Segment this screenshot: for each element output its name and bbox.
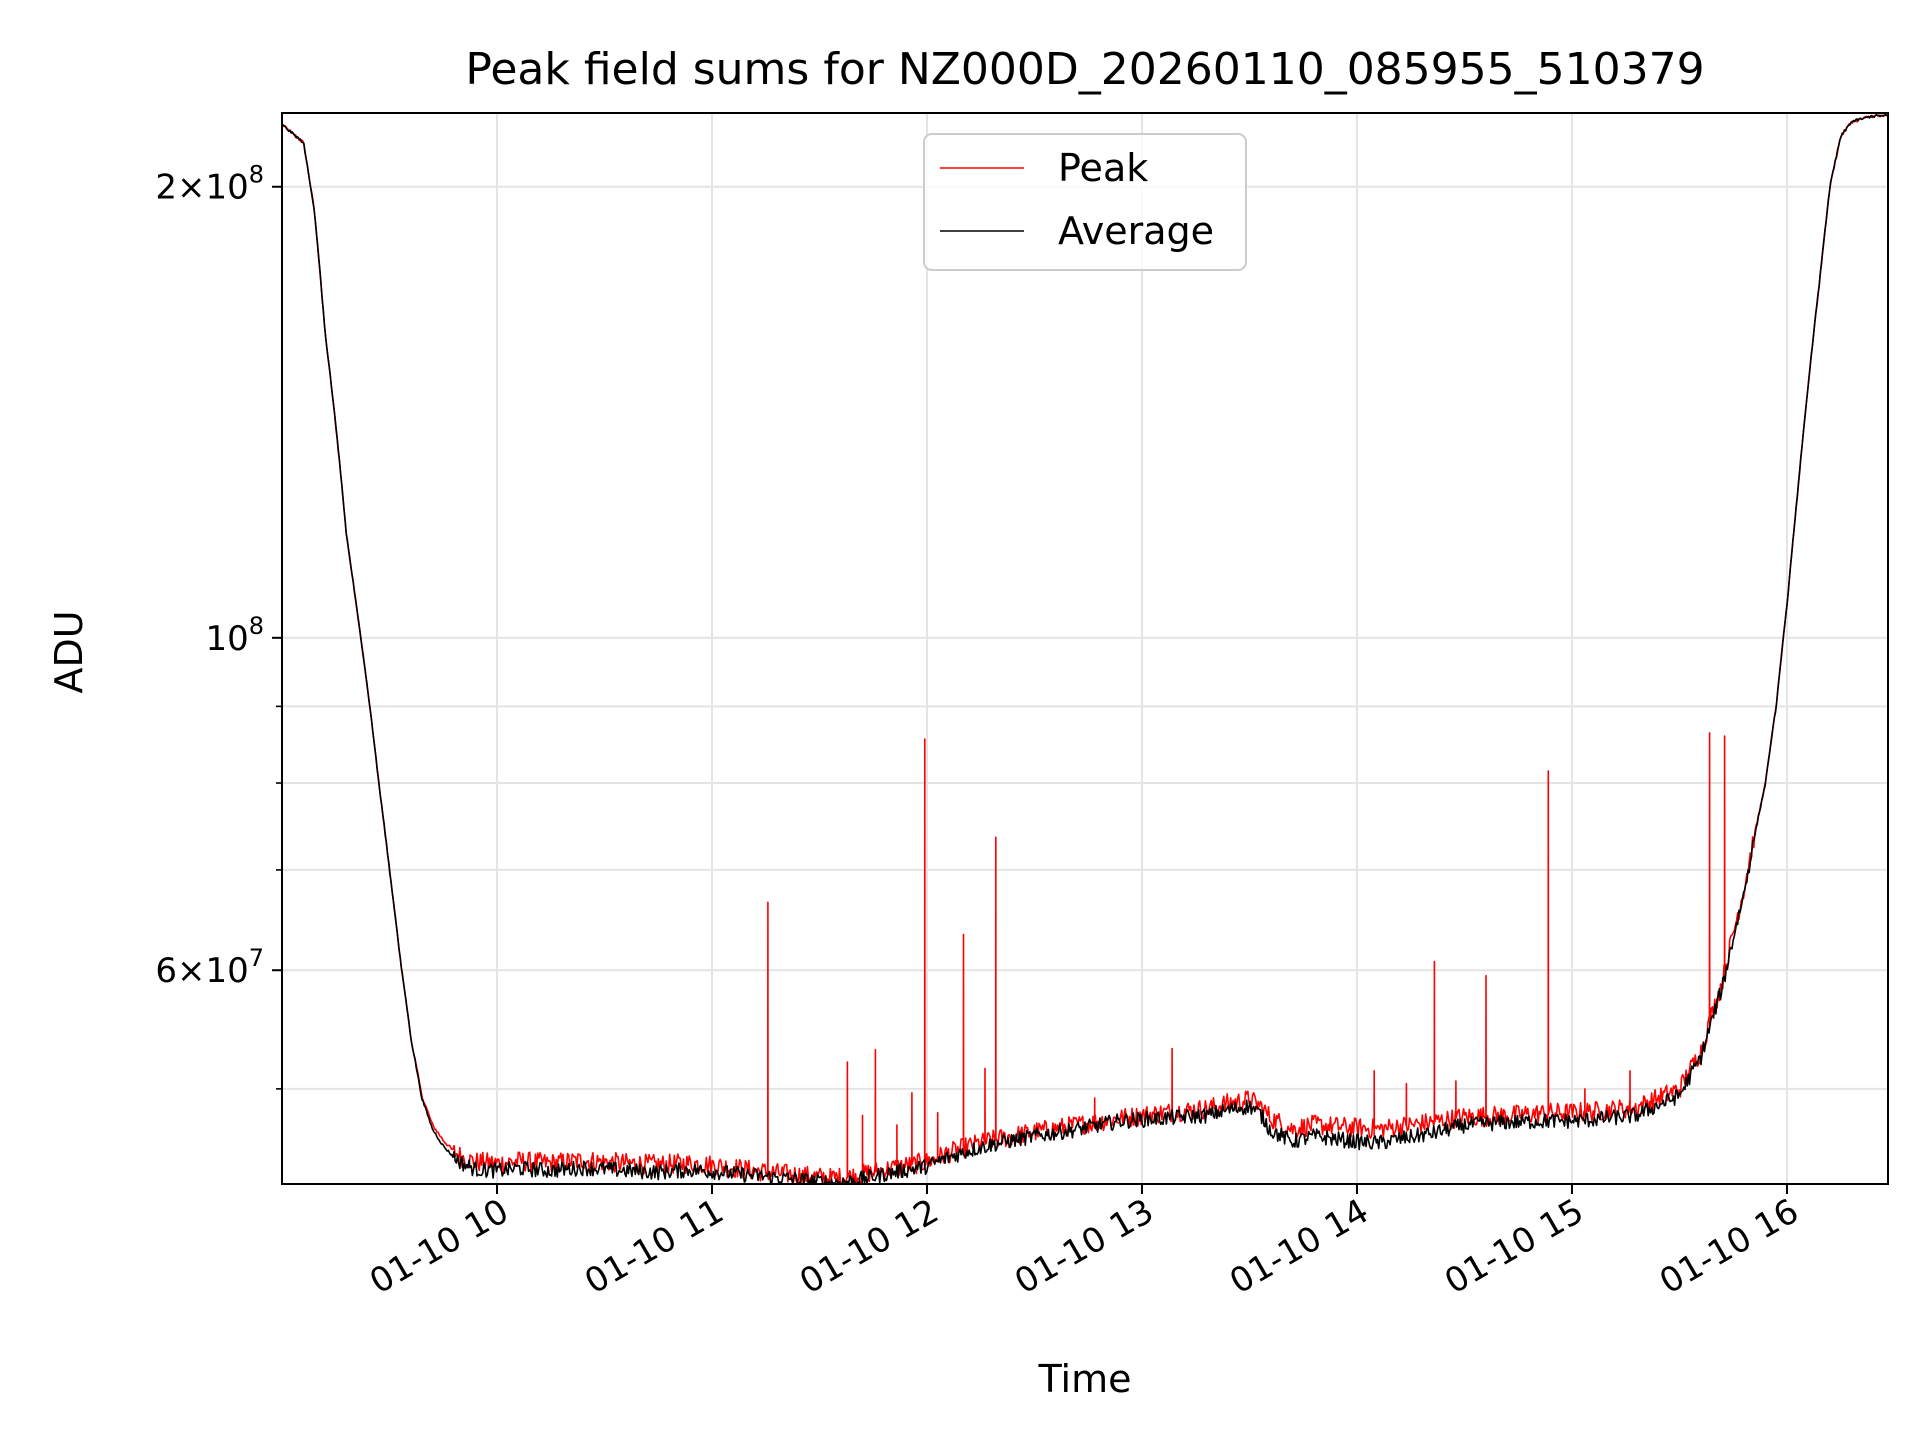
- plot-area: [282, 113, 1888, 1184]
- x-axis-label: Time: [1038, 1357, 1132, 1401]
- legend-peak-label: Peak: [1058, 146, 1148, 190]
- series-group: [282, 113, 1888, 1184]
- chart-title: Peak field sums for NZ000D_20260110_0859…: [465, 44, 1704, 95]
- y-tick-label: 2×108: [155, 161, 264, 208]
- y-tick-label: 6×107: [155, 944, 264, 991]
- y-tick-label: 108: [205, 612, 264, 659]
- y-axis-label: ADU: [47, 610, 91, 693]
- legend-average-label: Average: [1058, 209, 1214, 253]
- series-line-average: [282, 113, 1888, 1184]
- legend: Peak Average: [923, 133, 1247, 271]
- plot-frame: [281, 112, 1889, 1185]
